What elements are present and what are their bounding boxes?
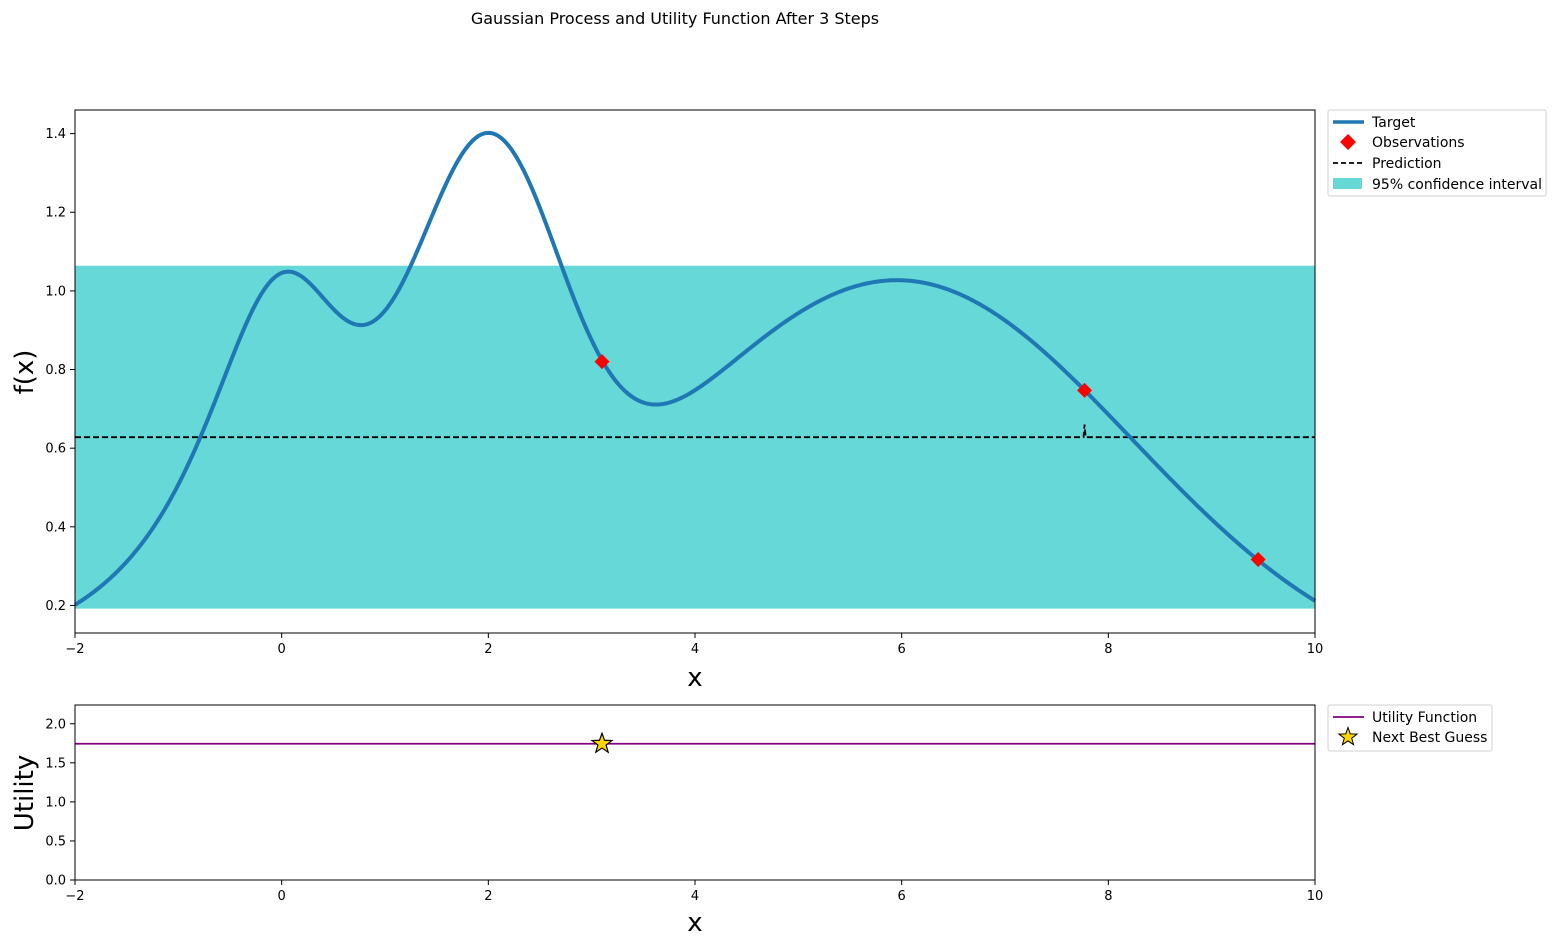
util-y-tick-label: 1.0 — [45, 795, 66, 810]
figure-title: Gaussian Process and Utility Function Af… — [471, 9, 879, 28]
legend-next-guess-label: Next Best Guess — [1372, 730, 1487, 746]
target-layer — [73, 130, 1317, 607]
gp-legend-box — [1327, 109, 1547, 197]
gp-y-ticks: 0.2 0.4 0.6 0.8 1.0 1.2 1.4 — [45, 127, 75, 614]
util-y-tick-label: 1.5 — [45, 756, 66, 771]
gp-y-tick-label: 1.2 — [45, 206, 66, 221]
utility-x-ticks: −2 0 2 4 6 8 10 — [65, 880, 1323, 904]
util-x-tick-label: 2 — [484, 889, 492, 904]
util-x-tick-label: 4 — [691, 889, 699, 904]
gp-x-tick-label: 2 — [484, 642, 492, 657]
legend-target-label: Target — [1371, 115, 1416, 131]
legend-observations-label: Observations — [1372, 135, 1465, 151]
util-x-tick-label: −2 — [65, 889, 84, 904]
gp-x-tick-label: 4 — [691, 642, 699, 657]
gp-x-axis-label: x — [687, 663, 702, 693]
next-guess-layer — [590, 731, 614, 754]
gp-y-tick-label: 0.6 — [45, 442, 66, 457]
util-y-tick-label: 2.0 — [45, 717, 66, 732]
util-y-tick-label: 0.0 — [45, 874, 66, 889]
gp-x-tick-label: −2 — [65, 642, 84, 657]
gp-x-tick-label: 10 — [1307, 642, 1324, 657]
util-y-tick-label: 0.5 — [45, 834, 66, 849]
gp-y-axis-label: f(x) — [10, 350, 40, 395]
legend-confidence-swatch — [1333, 178, 1362, 189]
next-best-guess-star — [590, 731, 614, 754]
legend-utility-label: Utility Function — [1372, 710, 1477, 726]
utility-x-axis-label: x — [687, 908, 702, 938]
util-x-tick-label: 0 — [278, 889, 286, 904]
utility-y-ticks: 0.0 0.5 1.0 1.5 2.0 — [45, 717, 75, 889]
observation-point — [1077, 382, 1093, 398]
legend-observations-swatch — [1340, 134, 1356, 150]
gp-y-tick-label: 0.2 — [45, 599, 66, 614]
gp-legend: Target Observations Prediction 95% confi… — [1327, 109, 1547, 197]
gp-panel: −2 0 2 4 6 8 10 0.2 0.4 0.6 0.8 1.0 1.2 1.4 x f(x) T… — [10, 109, 1547, 693]
target-line — [73, 130, 1317, 607]
observations-layer — [594, 354, 1266, 567]
gp-y-tick-label: 1.0 — [45, 284, 66, 299]
gp-y-tick-label: 0.8 — [45, 363, 66, 378]
utility-legend-box — [1327, 704, 1493, 752]
utility-axes-frame — [74, 704, 1316, 881]
gp-x-tick-label: 8 — [1104, 642, 1112, 657]
legend-next-guess-swatch — [1337, 726, 1359, 746]
prediction-layer — [75, 424, 1315, 439]
utility-panel: −2 0 2 4 6 8 10 0.0 0.5 1.0 1.5 2.0 x Utility Util… — [10, 704, 1493, 938]
gp-x-tick-label: 6 — [898, 642, 906, 657]
gp-x-ticks: −2 0 2 4 6 8 10 — [65, 633, 1323, 657]
observation-point — [594, 354, 610, 370]
gp-x-tick-label: 0 — [278, 642, 286, 657]
legend-confidence-label: 95% confidence interval — [1372, 177, 1542, 193]
prediction-line — [75, 424, 1315, 439]
utility-legend: Utility Function Next Best Guess — [1327, 704, 1493, 752]
gp-y-tick-label: 1.4 — [45, 127, 66, 142]
utility-y-axis-label: Utility — [10, 755, 40, 831]
util-x-tick-label: 6 — [898, 889, 906, 904]
legend-prediction-label: Prediction — [1372, 156, 1442, 172]
gp-y-tick-label: 0.4 — [45, 520, 66, 535]
util-x-tick-label: 8 — [1104, 889, 1112, 904]
util-x-tick-label: 10 — [1307, 889, 1324, 904]
observation-point — [1250, 551, 1266, 567]
